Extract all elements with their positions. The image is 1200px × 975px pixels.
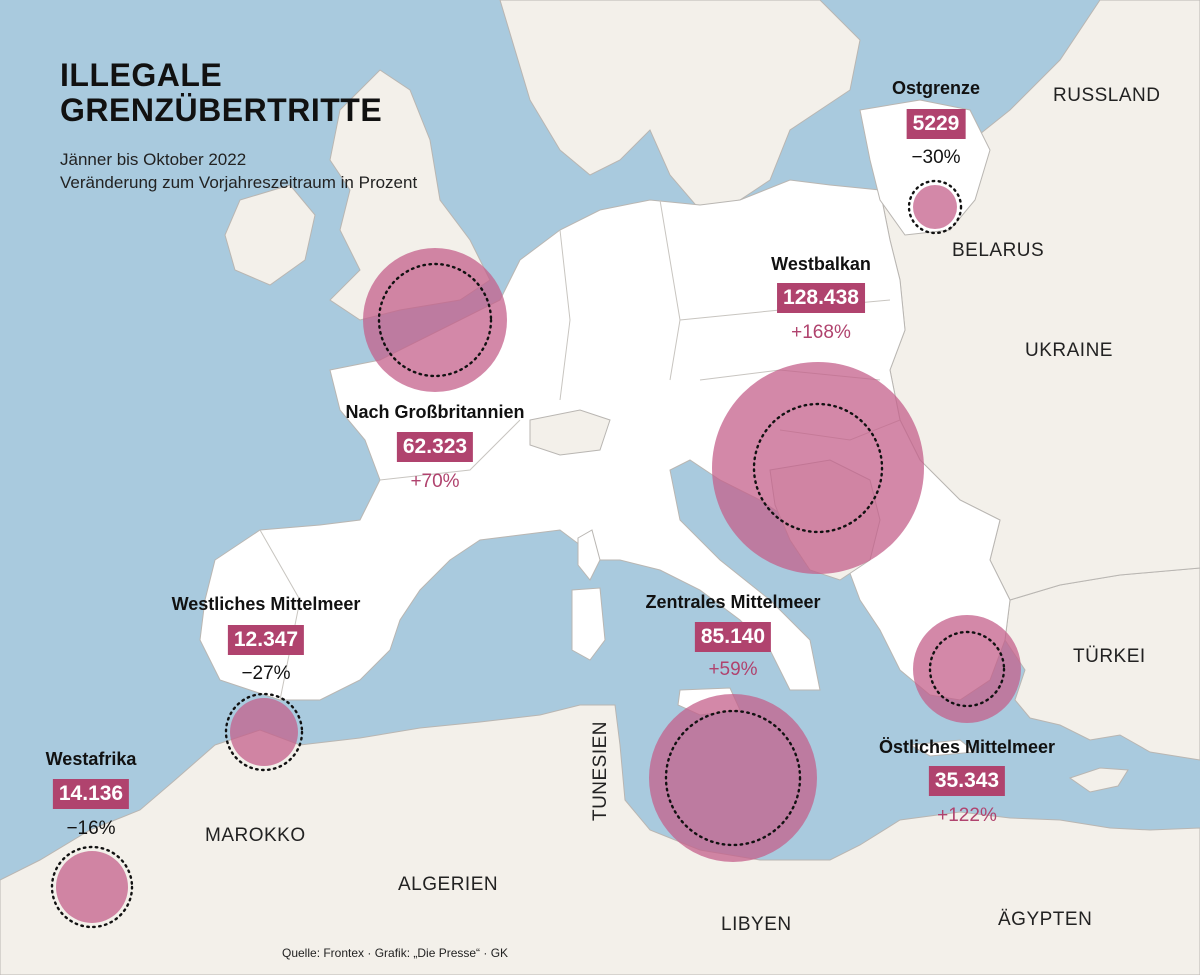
- route-change-grossbritannien: +70%: [410, 471, 460, 492]
- map-title: ILLEGALE GRENZÜBERTRITTE: [60, 58, 382, 128]
- title-line-2: GRENZÜBERTRITTE: [60, 92, 383, 128]
- route-count-westliches: 12.347: [227, 625, 305, 655]
- country-label-marokko: MAROKKO: [205, 825, 306, 846]
- subtitle-line-1: Jänner bis Oktober 2022: [60, 150, 247, 169]
- switzerland-landmass: [529, 409, 611, 456]
- route-count-grossbritannien: 62.323: [396, 432, 474, 462]
- ireland-landmass: [224, 184, 316, 286]
- bubble-westafrika: [50, 845, 134, 929]
- route-name-oestliches: Östliches Mittelmeer: [878, 737, 1056, 757]
- country-label-algerien: ALGERIEN: [398, 874, 499, 895]
- route-count-westbalkan: 128.438: [777, 283, 865, 313]
- subtitle-line-2: Veränderung zum Vorjahreszeitraum in Pro…: [60, 173, 418, 192]
- route-count-westafrika: 14.136: [52, 779, 130, 809]
- crete-landmass: [908, 739, 977, 757]
- route-change-zentrales: +59%: [708, 659, 758, 680]
- country-label-belarus: BELARUS: [952, 240, 1045, 261]
- route-change-westbalkan: +168%: [791, 322, 851, 343]
- route-name-westafrika: Westafrika: [45, 749, 137, 769]
- route-name-westliches: Westliches Mittelmeer: [171, 594, 361, 614]
- route-count-oestliches: 35.343: [928, 766, 1006, 796]
- title-line-1: ILLEGALE: [60, 57, 223, 93]
- route-change-westliches: −27%: [241, 663, 291, 684]
- country-label-tunesien: TUNESIEN: [590, 720, 612, 822]
- source-credit: Quelle: Frontex · Grafik: „Die Presse“ ·…: [282, 946, 509, 960]
- sardinia-landmass: [571, 587, 606, 661]
- country-label-libyen: LIBYEN: [721, 914, 792, 935]
- route-change-oestliches: +122%: [937, 805, 997, 826]
- corsica-landmass: [577, 529, 601, 581]
- route-count-zentrales: 85.140: [694, 622, 772, 652]
- route-name-grossbritannien: Nach Großbritannien: [345, 402, 525, 422]
- bubble-zentrales: [649, 694, 817, 862]
- north-africa-landmass: [0, 704, 1200, 975]
- country-label-aegypten: ÄGYPTEN: [998, 909, 1093, 930]
- country-label-russland: RUSSLAND: [1053, 85, 1161, 106]
- route-name-ostgrenze: Ostgrenze: [891, 78, 981, 98]
- cyprus-landmass: [1068, 767, 1129, 793]
- bubble-westbalkan: [712, 362, 924, 574]
- route-change-ostgrenze: −30%: [911, 147, 961, 168]
- country-label-ukraine: UKRAINE: [1025, 340, 1113, 361]
- bubble-oestliches: [913, 615, 1021, 723]
- route-name-westbalkan: Westbalkan: [771, 254, 871, 274]
- bubble-westliches: [224, 692, 304, 772]
- route-change-westafrika: −16%: [66, 818, 116, 839]
- bubble-grossbritannien: [363, 248, 507, 392]
- route-count-ostgrenze: 5229: [906, 109, 966, 139]
- country-label-tuerkei: TÜRKEI: [1073, 646, 1146, 667]
- bubble-ostgrenze: [907, 179, 963, 235]
- map-subtitle: Jänner bis Oktober 2022 Veränderung zum …: [60, 148, 417, 194]
- route-name-zentrales: Zentrales Mittelmeer: [645, 592, 821, 612]
